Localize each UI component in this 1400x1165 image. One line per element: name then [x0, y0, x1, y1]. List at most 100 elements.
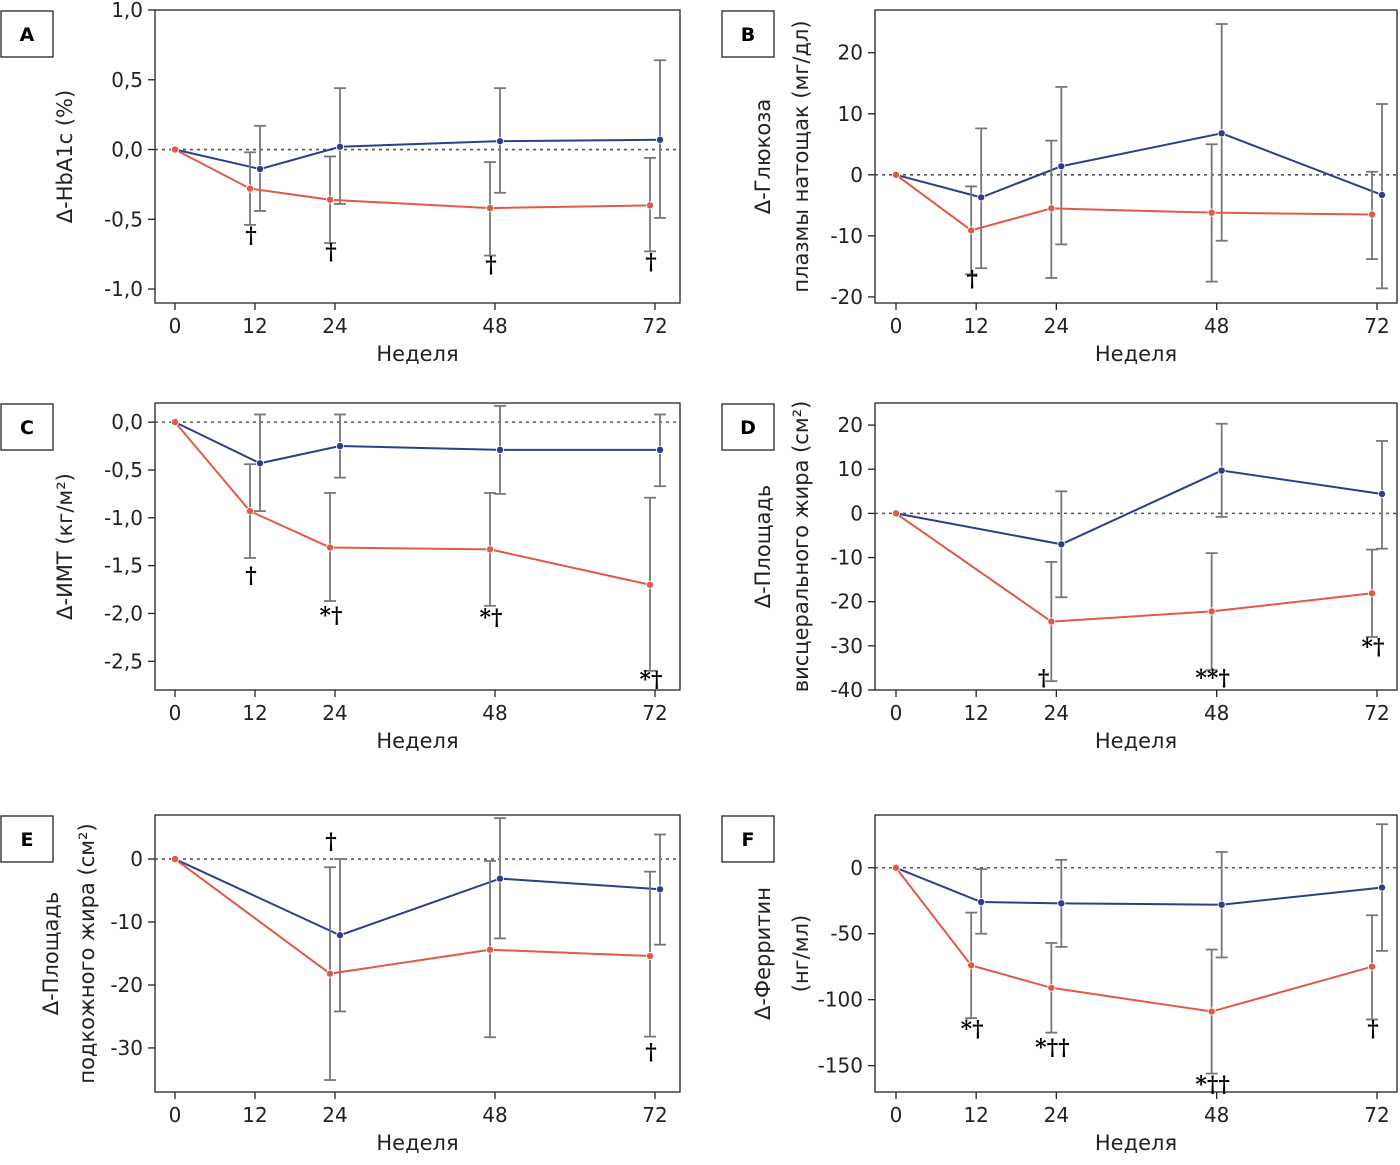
data-point	[656, 445, 665, 454]
y-tick-label: -100	[818, 988, 863, 1012]
data-point	[335, 442, 344, 451]
y-tick-label: -0,5	[104, 458, 143, 482]
data-point	[892, 170, 901, 179]
y-tick-label: -10	[830, 224, 863, 248]
data-point	[325, 195, 334, 204]
data-point	[967, 961, 976, 970]
series-blue	[892, 422, 1388, 599]
data-point	[1378, 489, 1387, 498]
x-tick-label: 72	[1364, 314, 1389, 338]
data-point	[485, 545, 494, 554]
data-point	[646, 201, 655, 210]
panel-c: C 0,0 -0,5 -1,0 -1,5 -2,0 -2,5 0 12 24 48 72 Неделя Δ…	[0, 402, 681, 753]
series-line	[895, 512, 1373, 623]
x-tick-label: 24	[1044, 314, 1069, 338]
x-tick-label: 0	[890, 1103, 903, 1127]
panel-letter-box	[721, 403, 775, 451]
y-axis-label: подкожного жира (см²)	[75, 823, 99, 1083]
series-line	[174, 148, 651, 210]
data-point	[1057, 540, 1066, 549]
data-point	[495, 445, 504, 454]
data-point	[892, 863, 901, 872]
series-line	[895, 867, 1373, 1013]
data-point	[495, 874, 504, 883]
panel-d: D 20 10 0 -10 -20 -30 -40 0 12 24 48 72 Неделя Δ-Площа…	[721, 401, 1398, 753]
y-tick-label: -10	[830, 546, 863, 570]
series-line	[895, 866, 1383, 906]
plot-frame	[154, 9, 681, 304]
y-axis-label: висцерального жира (см²)	[789, 401, 813, 693]
y-tick-label: -50	[830, 922, 863, 946]
x-tick-label: 0	[890, 314, 903, 338]
data-point	[892, 509, 901, 518]
y-axis-label: (нг/мл)	[789, 915, 813, 993]
x-tick-label: 72	[1364, 701, 1389, 725]
plot-frame	[874, 9, 1398, 304]
y-axis-label: Δ-Площадь	[39, 892, 63, 1016]
data-point	[255, 165, 264, 174]
data-point	[1057, 899, 1066, 908]
x-tick-label: 12	[242, 314, 267, 338]
y-tick-label: 0	[850, 163, 863, 187]
panel-a: A 1,0 0,5 0,0 -0,5 -1,0 0 12 24 48 72 Неделя Δ-HbA1c…	[0, 0, 681, 366]
series-blue	[170, 404, 666, 513]
series-blue	[170, 817, 666, 1013]
y-axis-label: Δ-ИМТ (кг/м²)	[53, 473, 77, 620]
series-red	[892, 139, 1378, 283]
x-axis-label: Неделя	[376, 729, 458, 753]
data-point	[1217, 900, 1226, 909]
y-tick-label: -20	[830, 285, 863, 309]
data-point	[656, 885, 665, 894]
y-tick-label: -0,5	[104, 207, 143, 231]
y-tick-label: 0	[850, 501, 863, 525]
data-point	[656, 135, 665, 144]
series-blue	[892, 823, 1388, 959]
data-point	[1047, 204, 1056, 213]
panel-b: B 20 10 0 -10 -20 0 12 24 48 72 Неделя Δ-Глюкоза плаз…	[721, 9, 1398, 366]
y-tick-label: 0,0	[111, 410, 143, 434]
significance-marker: *†	[319, 603, 342, 629]
y-tick-label: -20	[830, 590, 863, 614]
series-line	[895, 469, 1383, 546]
significance-marker: †	[245, 563, 257, 589]
data-point	[1368, 589, 1377, 598]
series-line	[895, 132, 1383, 199]
x-tick-label: 48	[482, 701, 507, 725]
x-tick-label: 0	[169, 1103, 182, 1127]
data-point	[495, 137, 504, 146]
y-tick-label: -40	[830, 678, 863, 702]
significance-marker: †	[485, 252, 497, 278]
series-red	[892, 509, 1378, 683]
y-tick-label: -10	[110, 910, 143, 934]
y-tick-label: 20	[838, 413, 863, 437]
significance-marker: **†	[1195, 666, 1230, 692]
data-point	[646, 580, 655, 589]
x-tick-label: 72	[642, 701, 667, 725]
y-tick-label: -1,0	[104, 277, 143, 301]
x-tick-label: 24	[1044, 1103, 1069, 1127]
data-point	[170, 145, 179, 154]
series-line	[174, 421, 651, 586]
y-tick-label: -2,5	[104, 649, 143, 673]
significance-marker: †	[325, 240, 337, 266]
data-point	[1047, 983, 1056, 992]
x-tick-label: 72	[642, 1103, 667, 1127]
y-tick-label: 0	[130, 847, 143, 871]
series-line	[174, 138, 661, 171]
panel-letter-box	[721, 815, 775, 863]
data-point	[977, 193, 986, 202]
series-line	[895, 174, 1373, 232]
x-tick-label: 24	[322, 1103, 347, 1127]
significance-marker: *††	[1195, 1072, 1230, 1098]
series-red	[170, 418, 656, 672]
x-tick-label: 48	[482, 314, 507, 338]
data-point	[1368, 962, 1377, 971]
data-point	[170, 855, 179, 864]
series-blue	[170, 59, 666, 219]
panel-letter: E	[21, 829, 34, 851]
x-tick-label: 72	[1364, 1103, 1389, 1127]
series-red	[170, 855, 656, 1081]
panel-e: E 0 -10 -20 -30 0 12 24 48 72 Неделя Δ-Площадь подко…	[0, 814, 681, 1155]
significance-marker: †	[1367, 1017, 1379, 1043]
x-tick-label: 24	[1044, 701, 1069, 725]
